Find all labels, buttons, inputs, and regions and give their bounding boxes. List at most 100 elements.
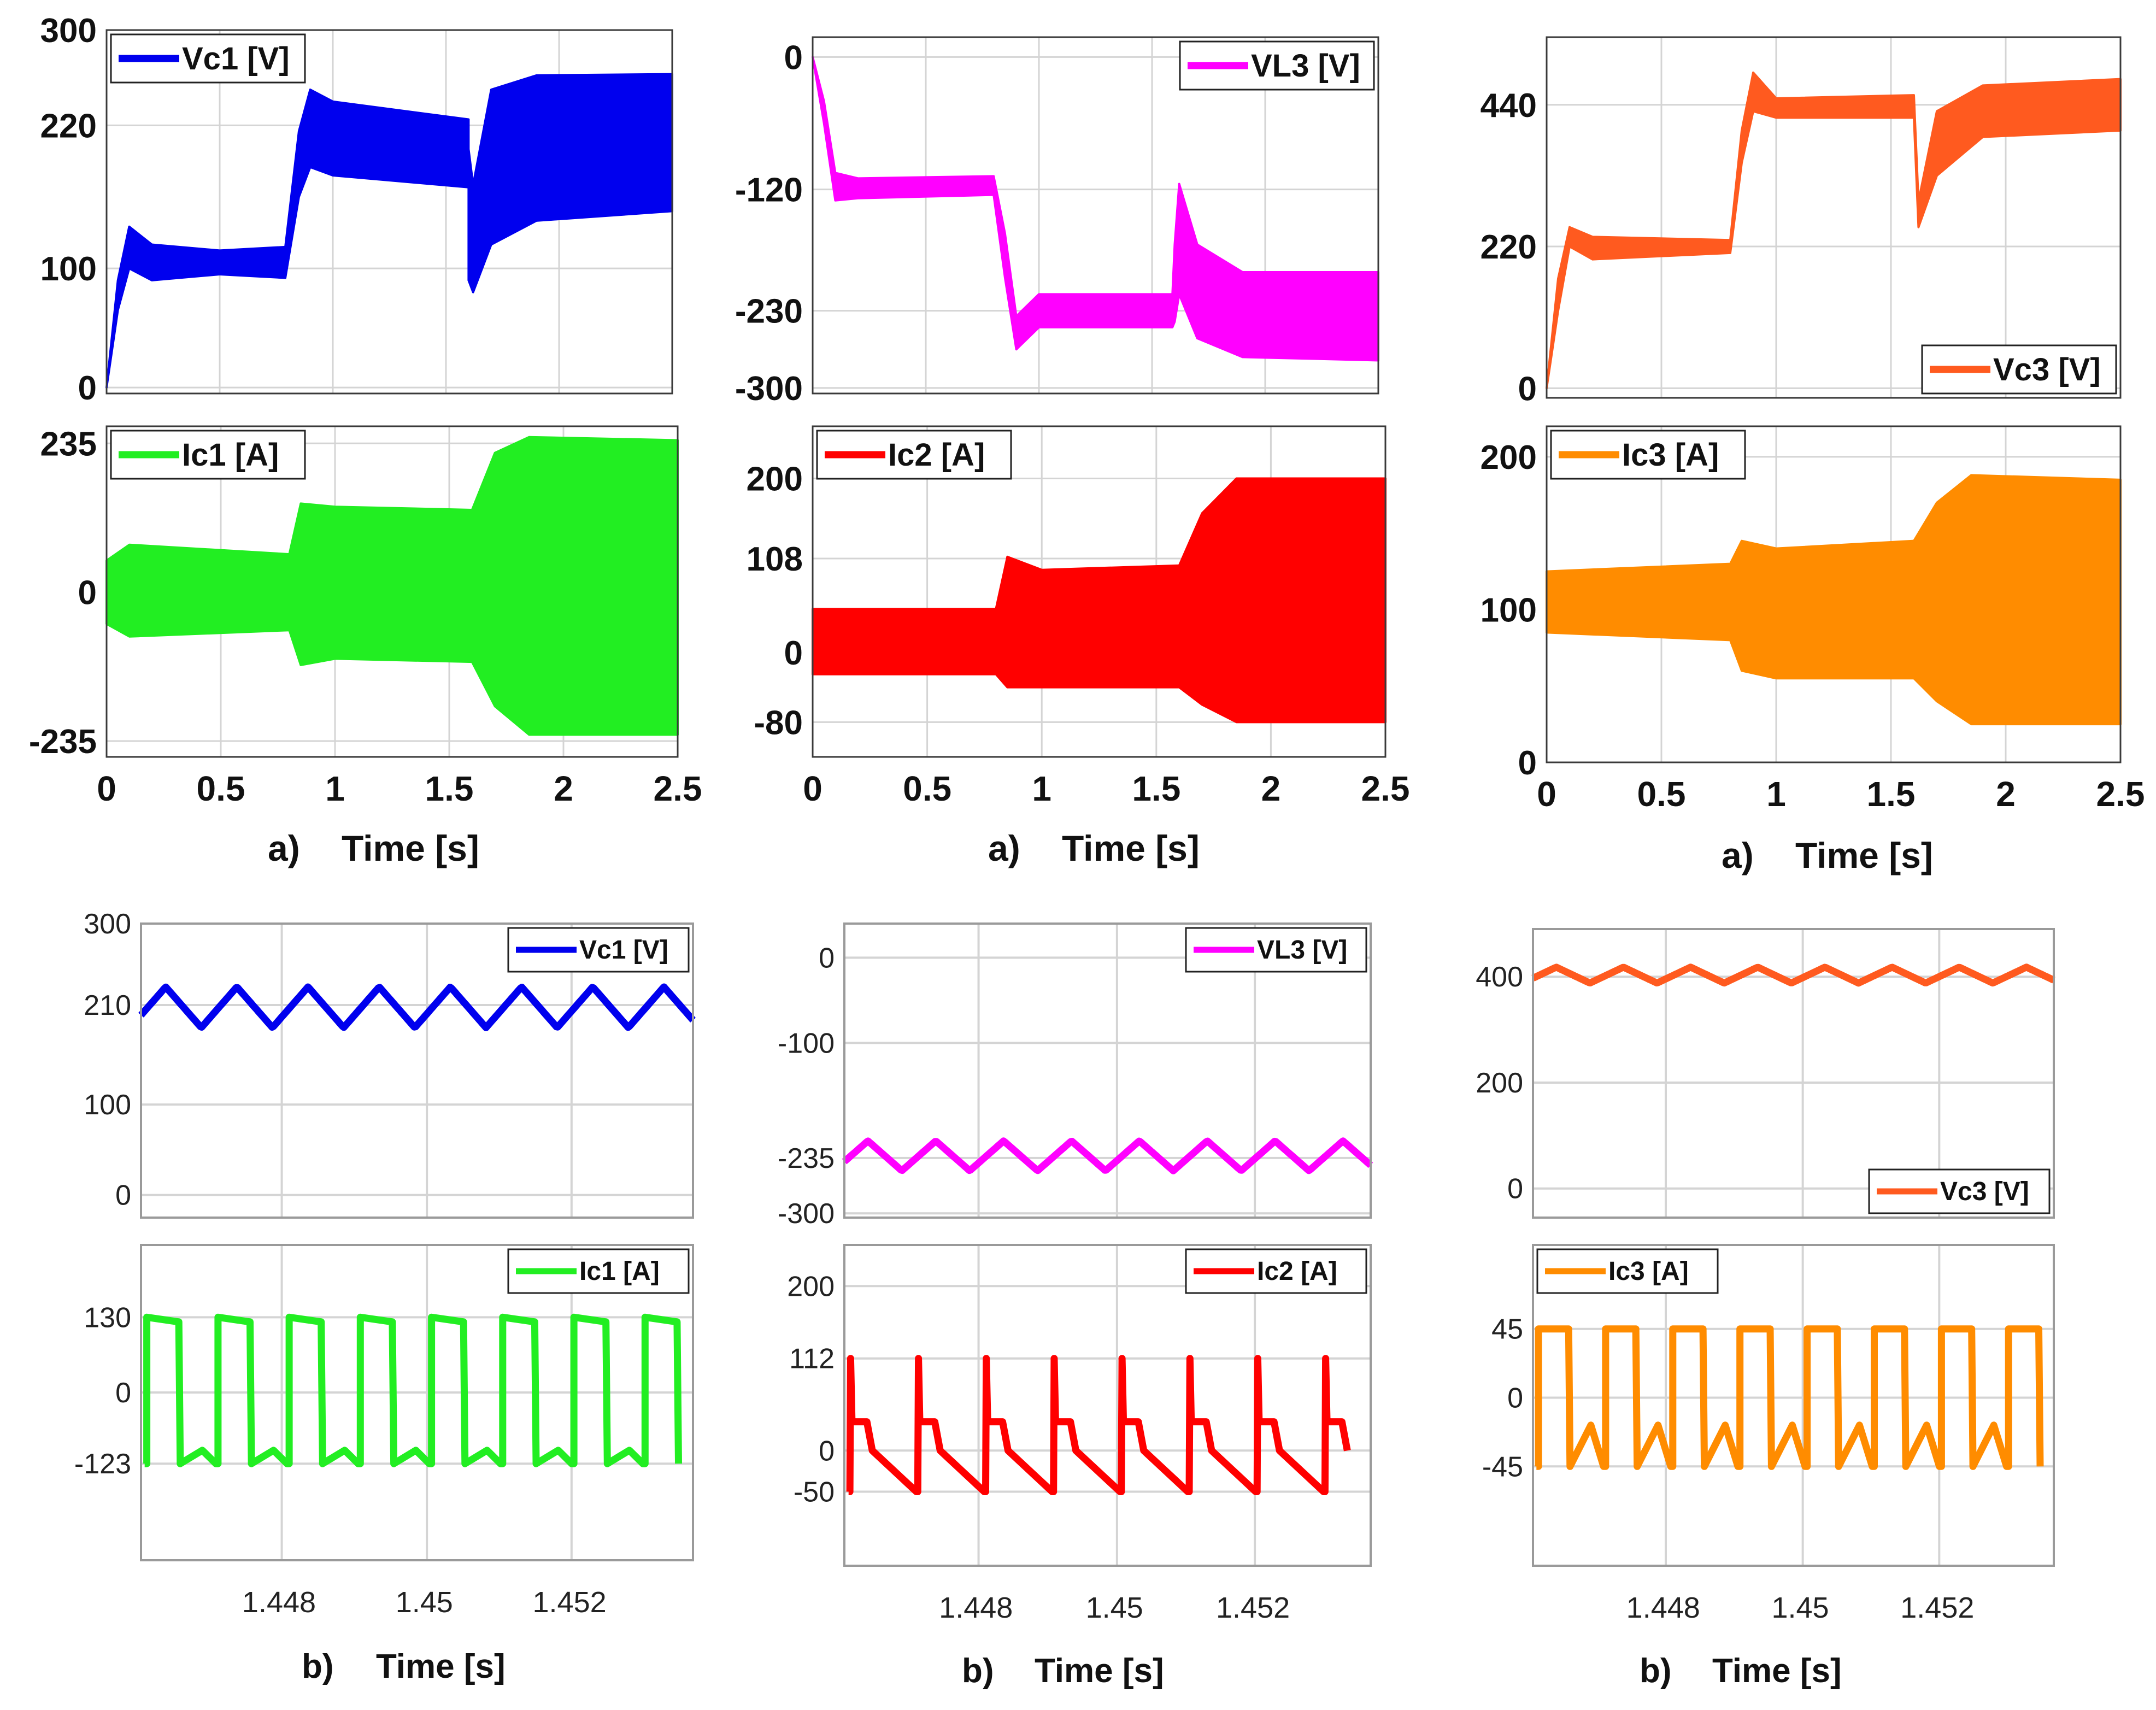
x-tick-label: 1.452: [533, 1586, 607, 1619]
x-tick-label: 0: [97, 769, 116, 808]
x-tick-label: 2: [1996, 774, 2016, 814]
y-tick-label: 0: [78, 369, 97, 407]
legend-box: [110, 33, 306, 84]
plot-frame: [1546, 36, 2122, 399]
chart-a-ic3: 0 100 200 0 0.5 1 1.5 2 2.5 Ic3 [A]: [1481, 425, 2145, 814]
caption-bottom-mid-axis: Time [s]: [1035, 1652, 1164, 1690]
caption-top-left-label: a): [268, 828, 300, 868]
caption-top-right-label: a): [1722, 835, 1754, 875]
legend: Ic3 [A]: [1536, 1248, 1719, 1294]
series-line: [842, 1137, 1373, 1174]
x-tick-label: 1.448: [242, 1586, 316, 1619]
plot-area: [1533, 1245, 2054, 1566]
legend-box: [1536, 1248, 1719, 1294]
chart-b-vc1: 0 100 210 300 Vc1 [V]: [84, 908, 696, 1219]
plot-area: [141, 1245, 693, 1560]
y-tick-label: -123: [74, 1448, 131, 1480]
chart-b-vc3: 0 200 400 Vc3 [V]: [1476, 928, 2057, 1219]
y-tick-label: 0: [784, 634, 803, 672]
legend-label: Ic2 [A]: [1257, 1257, 1337, 1286]
caption-bottom-right-axis: Time [s]: [1712, 1652, 1842, 1690]
x-tick-label: 1: [1032, 769, 1051, 808]
legend-label: Ic1 [A]: [579, 1257, 660, 1286]
y-tick-label: 0: [78, 574, 97, 612]
y-tick-label: 100: [84, 1089, 131, 1121]
y-tick-label: -45: [1482, 1451, 1523, 1483]
chart-b-vl3: 0 -100 -235 -300 VL3 [V]: [778, 922, 1373, 1230]
series-line: [846, 1355, 1351, 1495]
x-tick-label: 1.5: [1132, 769, 1180, 808]
y-tick-label: 0: [115, 1377, 131, 1409]
chart-a-vc1: 0 100 220 300 Vc1 [V]: [40, 12, 673, 407]
legend: Vc1 [V]: [507, 927, 690, 973]
caption-top-right-axis: Time [s]: [1795, 835, 1933, 875]
legend: VL3 [V]: [1179, 40, 1375, 91]
y-tick-label: 45: [1491, 1314, 1523, 1345]
plot-frame: [812, 425, 1387, 758]
y-tick-label: 210: [84, 990, 131, 1021]
y-tick-label: -230: [735, 293, 803, 331]
plot-frame: [1532, 1244, 2055, 1567]
x-tick-label: 0.5: [197, 769, 245, 808]
y-tick-label: -100: [778, 1027, 835, 1059]
y-tick-label: 300: [40, 12, 97, 50]
y-tick-label: -80: [754, 704, 803, 742]
y-tick-label: 130: [84, 1302, 131, 1333]
plot-frame: [812, 36, 1379, 395]
legend: Ic2 [A]: [816, 430, 1012, 480]
plot-frame: [843, 922, 1372, 1219]
x-tick-label: 1.45: [1771, 1591, 1829, 1624]
legend-label: Vc3 [V]: [1993, 352, 2101, 387]
x-tick-label: 0: [1537, 774, 1556, 814]
x-tick-label: 1: [325, 769, 345, 808]
y-tick-label: 0: [819, 1435, 835, 1467]
legend-label: Vc3 [V]: [1940, 1177, 2029, 1206]
plot-frame: [843, 1244, 1372, 1567]
chart-b-ic1: -123 0 130 1.448 1.45 1.452 Ic1 [A]: [74, 1244, 694, 1619]
y-tick-label: 0: [115, 1180, 131, 1212]
y-tick-label: -120: [735, 172, 803, 209]
y-tick-label: 0: [1507, 1173, 1523, 1205]
y-tick-label: 440: [1481, 87, 1537, 125]
caption-top-mid-label: a): [988, 828, 1020, 868]
y-tick-label: 200: [747, 461, 803, 498]
x-tick-label: 2.5: [2096, 774, 2145, 814]
y-tick-label: 112: [789, 1343, 835, 1375]
plot-frame: [140, 1244, 694, 1561]
legend: Ic1 [A]: [110, 430, 306, 480]
y-tick-label: -300: [735, 370, 803, 408]
chart-b-ic3: -45 0 45 1.448 1.45 1.452 Ic3 [A]: [1482, 1244, 2055, 1624]
caption-bottom-mid-label: b): [962, 1652, 994, 1690]
x-tick-label: 0: [803, 769, 823, 808]
plot-frame: [1532, 928, 2055, 1219]
x-tick-label: 2: [1261, 769, 1281, 808]
y-tick-label: 0: [1518, 744, 1537, 782]
legend-label: VL3 [V]: [1257, 936, 1347, 965]
legend-label: Vc1 [V]: [579, 936, 668, 965]
y-tick-label: 400: [1476, 961, 1523, 993]
x-tick-label: 1.452: [1216, 1591, 1290, 1624]
chart-b-ic2: -50 0 112 200 1.448 1.45 1.452 Ic2 [A]: [787, 1244, 1372, 1624]
series-line: [1530, 963, 2057, 987]
x-tick-label: 1.45: [396, 1586, 453, 1619]
x-tick-label: 1.448: [1626, 1591, 1700, 1624]
legend: Ic1 [A]: [507, 1248, 690, 1294]
legend-label: Ic1 [A]: [182, 437, 279, 473]
y-tick-label: 100: [1481, 591, 1537, 629]
x-tick-label: 0.5: [1637, 774, 1686, 814]
legend: Vc3 [V]: [1868, 1168, 2051, 1214]
y-tick-label: 200: [787, 1271, 835, 1302]
x-tick-label: 2.5: [1361, 769, 1410, 808]
legend-label: Ic3 [A]: [1622, 437, 1719, 473]
legend: VL3 [V]: [1185, 927, 1367, 973]
caption-bottom-left-label: b): [302, 1648, 334, 1685]
y-tick-label: 220: [1481, 228, 1537, 266]
y-tick-label: 0: [784, 39, 803, 77]
x-tick-label: 1.448: [939, 1591, 1013, 1624]
legend-label: Vc1 [V]: [182, 41, 290, 77]
plot-frame: [105, 425, 679, 758]
y-tick-label: 300: [84, 908, 131, 940]
